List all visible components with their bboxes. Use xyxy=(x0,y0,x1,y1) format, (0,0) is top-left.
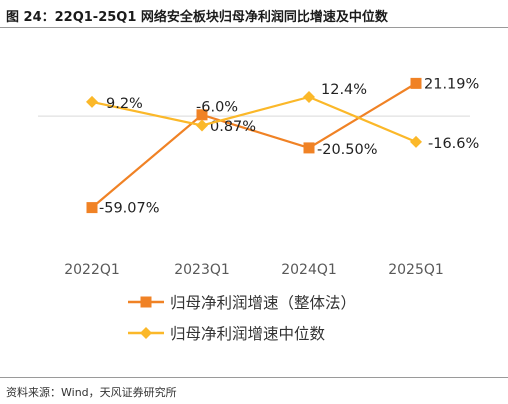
data-label: -59.07% xyxy=(99,201,160,217)
data-point-marker xyxy=(410,77,422,89)
data-label: 21.19% xyxy=(424,76,479,92)
data-label: 0.87% xyxy=(210,119,256,135)
source-note: 资料来源：Wind，天风证券研究所 xyxy=(6,386,177,399)
data-label: -20.50% xyxy=(317,142,378,158)
title-divider xyxy=(0,27,508,28)
x-tick-label: 2025Q1 xyxy=(388,262,444,278)
data-label: -16.6% xyxy=(428,136,479,152)
source-divider xyxy=(0,377,508,378)
legend-marker xyxy=(140,296,152,308)
data-label: -6.0% xyxy=(196,99,238,115)
line-chart: 2022Q1 2023Q1 2024Q1 2025Q1 -59.07% 0.87% -20.… xyxy=(38,76,479,343)
data-point-marker xyxy=(410,135,422,148)
chart-title: 图 24：22Q1-25Q1 网络安全板块归母净利润同比增速及中位数 xyxy=(6,10,388,25)
data-label: 12.4% xyxy=(321,82,367,98)
x-tick-label: 2022Q1 xyxy=(64,262,120,278)
data-point-marker xyxy=(86,202,98,214)
legend-marker xyxy=(140,327,152,339)
data-point-marker xyxy=(196,109,208,121)
legend-label: 归母净利润增速（整体法） xyxy=(170,294,356,312)
data-point-marker xyxy=(303,90,315,103)
series-line xyxy=(91,82,417,209)
series-line xyxy=(91,95,417,143)
legend-label: 归母净利润增速中位数 xyxy=(170,325,326,343)
data-point-marker xyxy=(86,95,98,108)
x-tick-label: 2023Q1 xyxy=(174,262,230,278)
data-point-marker xyxy=(196,119,208,132)
data-point-marker xyxy=(303,142,315,154)
data-label: 9.2% xyxy=(106,96,143,112)
x-tick-label: 2024Q1 xyxy=(281,262,337,278)
